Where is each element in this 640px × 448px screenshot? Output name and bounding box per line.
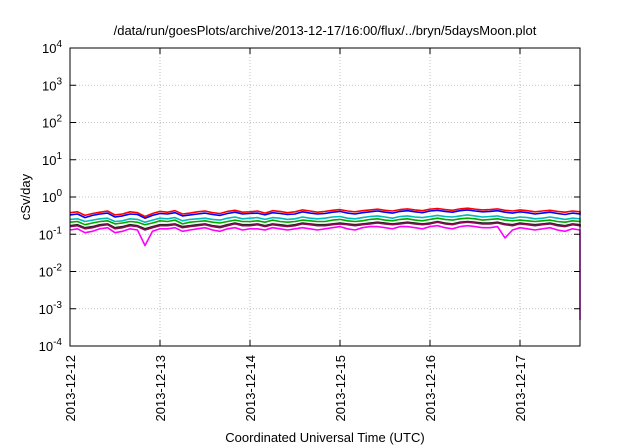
x-tick-label: 2013-12-12: [63, 355, 78, 422]
y-tick-base: 10: [42, 153, 56, 168]
series-line: [69, 209, 581, 219]
x-tick-label: 2013-12-14: [243, 355, 258, 422]
y-tick-base: 10: [39, 227, 53, 242]
y-tick-base: 10: [39, 302, 53, 317]
y-tick-label: 102: [42, 114, 62, 131]
series-line: [69, 221, 581, 231]
chart-title: /data/run/goesPlots/archive/2013-12-17/1…: [114, 23, 537, 38]
y-tick-base: 10: [42, 116, 56, 131]
x-tick-label: 2013-12-15: [333, 355, 348, 422]
y-tick-base: 10: [42, 78, 56, 93]
series-line: [69, 207, 581, 218]
series-layer: [69, 207, 581, 320]
y-tick-label: 103: [42, 76, 62, 93]
y-tick-base: 10: [42, 190, 56, 205]
y-tick-label: 100: [42, 188, 62, 205]
axis-ticks: [69, 47, 580, 347]
x-tick-label: 2013-12-17: [513, 355, 528, 422]
y-tick-exponent: 2: [56, 114, 62, 125]
x-tick-label: 2013-12-13: [153, 355, 168, 422]
grid-lines: [70, 48, 580, 346]
y-tick-exponent: -4: [53, 337, 62, 348]
y-tick-label: 10-2: [39, 263, 63, 280]
x-tick-label: 2013-12-16: [423, 355, 438, 422]
y-tick-exponent: 4: [56, 39, 62, 50]
y-tick-exponent: 1: [56, 151, 62, 162]
x-tick-labels: 2013-12-12 2013-12-13 2013-12-14 2013-12-15…: [63, 355, 528, 422]
x-axis-label: Coordinated Universal Time (UTC): [225, 430, 424, 445]
y-tick-exponent: -1: [53, 225, 62, 236]
series-line: [69, 224, 581, 320]
series-line: [69, 217, 581, 226]
y-tick-base: 10: [42, 41, 56, 56]
y-tick-base: 10: [39, 265, 53, 280]
series-line: [69, 214, 581, 223]
y-tick-label: 10-4: [39, 337, 63, 354]
series-line: [69, 220, 581, 230]
y-tick-label: 104: [42, 39, 62, 56]
y-tick-label: 10-1: [39, 225, 63, 242]
y-tick-exponent: -3: [53, 300, 62, 311]
y-axis-label: cSv/day: [18, 173, 33, 220]
y-tick-exponent: -2: [53, 263, 62, 274]
y-tick-base: 10: [39, 339, 53, 354]
y-tick-exponent: 0: [56, 188, 62, 199]
y-tick-exponent: 3: [56, 76, 62, 87]
y-tick-label: 10-3: [39, 300, 63, 317]
y-tick-label: 101: [42, 151, 62, 168]
